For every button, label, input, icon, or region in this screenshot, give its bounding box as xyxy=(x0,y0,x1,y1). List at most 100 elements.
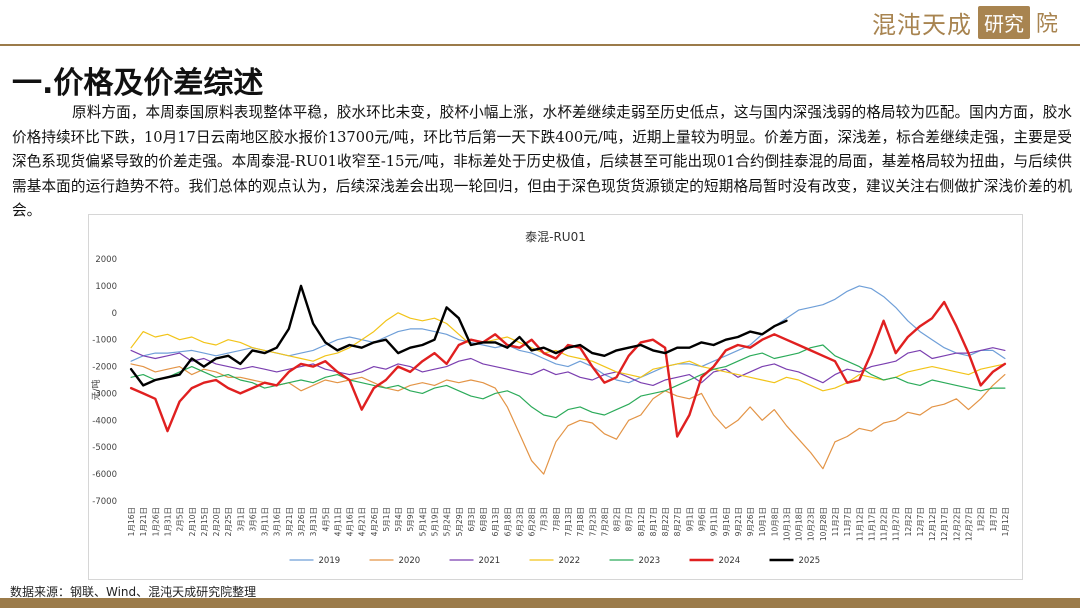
x-tick-label: 1月2日 xyxy=(977,507,986,532)
x-tick-label: 2月10日 xyxy=(188,507,197,536)
y-tick-label: -1000 xyxy=(92,336,117,346)
header-rule xyxy=(0,44,1080,46)
x-tick-label: 10月28日 xyxy=(819,507,828,541)
x-tick-label: 2月15日 xyxy=(200,507,209,536)
x-tick-label: 1月16日 xyxy=(127,507,136,536)
x-tick-label: 11月17日 xyxy=(867,507,876,541)
x-tick-label: 9月21日 xyxy=(734,507,743,536)
x-tick-label: 5月4日 xyxy=(394,507,403,532)
x-tick-label: 8月17日 xyxy=(649,507,658,536)
x-tick-label: 1月26日 xyxy=(151,507,160,536)
x-tick-label: 10月18日 xyxy=(795,507,804,541)
x-tick-label: 3月21日 xyxy=(285,507,294,536)
x-tick-label: 6月28日 xyxy=(528,507,537,536)
x-tick-label: 12月22日 xyxy=(952,507,961,541)
x-tick-label: 2月20日 xyxy=(212,507,221,536)
x-tick-label: 12月27日 xyxy=(965,507,974,541)
x-tick-label: 5月9日 xyxy=(406,507,415,532)
x-tick-label: 10月13日 xyxy=(782,507,791,541)
x-tick-label: 8月27日 xyxy=(673,507,682,536)
x-tick-label: 11月12日 xyxy=(855,507,864,541)
x-tick-label: 2月25日 xyxy=(224,507,233,536)
x-tick-label: 5月1日 xyxy=(382,507,391,532)
y-tick-label: -4000 xyxy=(92,416,117,426)
legend-label-2020: 2020 xyxy=(399,556,421,566)
x-tick-label: 1月31日 xyxy=(163,507,172,536)
x-tick-label: 6月3日 xyxy=(467,507,476,532)
x-tick-label: 3月31日 xyxy=(309,507,318,536)
y-tick-label: -5000 xyxy=(92,443,117,453)
legend-label-2019: 2019 xyxy=(319,556,341,566)
series-line-2024 xyxy=(129,300,1007,438)
legend-label-2024: 2024 xyxy=(719,556,741,566)
x-tick-label: 6月23日 xyxy=(515,507,524,536)
x-tick-label: 7月8日 xyxy=(552,507,561,532)
x-tick-label: 10月8日 xyxy=(770,507,779,536)
legend-label-2022: 2022 xyxy=(559,556,581,566)
x-tick-label: 5月29日 xyxy=(455,507,464,536)
x-tick-label: 12月12日 xyxy=(928,507,937,541)
x-tick-label: 6月13日 xyxy=(491,507,500,536)
line-chart: 泰混-RU01 元/吨 2000 1000 0 -1000 -2000 -3000 -4000 -… xyxy=(90,230,1010,566)
x-tick-label: 5月24日 xyxy=(443,507,452,536)
x-tick-label: 8月12日 xyxy=(637,507,646,536)
chart-title: 泰混-RU01 xyxy=(525,230,586,244)
x-tick-label: 7月3日 xyxy=(540,507,549,532)
section-title: 一.价格及价差综述 xyxy=(12,66,264,101)
legend-label-2023: 2023 xyxy=(639,556,661,566)
x-tick-label: 8月7日 xyxy=(625,507,634,532)
x-tick-label: 9月11日 xyxy=(710,507,719,536)
x-tick-label: 9月26日 xyxy=(746,507,755,536)
x-tick-label: 6月8日 xyxy=(479,507,488,532)
x-tick-label: 5月14日 xyxy=(418,507,427,536)
x-tick-label: 3月26日 xyxy=(297,507,306,536)
x-tick-label: 1月7日 xyxy=(989,507,998,532)
series-line-2022 xyxy=(130,312,1006,392)
x-tick-label: 4月16日 xyxy=(346,507,355,536)
x-tick-label: 8月2日 xyxy=(613,507,622,532)
summary-paragraph: 原料方面，本周泰国原料表现整体平稳，胶水环比未变，胶杯小幅上涨，水杯差继续走弱至… xyxy=(12,104,1072,219)
x-tick-label: 3月6日 xyxy=(248,507,257,532)
x-tick-label: 11月2日 xyxy=(831,507,840,536)
x-tick-label: 6月18日 xyxy=(503,507,512,536)
brand-logo: 混沌天成 研究 院 xyxy=(871,5,1058,39)
x-tick-label: 2月5日 xyxy=(176,507,185,532)
brand-box: 研究 xyxy=(977,5,1030,39)
y-tick-label: -2000 xyxy=(92,363,117,373)
y-tick-label: -7000 xyxy=(92,497,117,507)
legend-label-2025: 2025 xyxy=(799,556,821,566)
series-line-2021 xyxy=(130,347,1006,386)
footer-bar xyxy=(0,598,1080,608)
x-tick-label: 9月6日 xyxy=(698,507,707,532)
x-tick-label: 5月19日 xyxy=(430,507,439,536)
x-tick-label: 3月16日 xyxy=(273,507,282,536)
legend-label-2021: 2021 xyxy=(479,556,501,566)
x-tick-label: 7月13日 xyxy=(564,507,573,536)
x-tick-label: 11月7日 xyxy=(843,507,852,536)
x-tick-label: 4月5日 xyxy=(321,507,330,532)
x-tick-label: 10月23日 xyxy=(807,507,816,541)
x-tick-label: 9月1日 xyxy=(685,507,694,532)
x-tick-label: 7月23日 xyxy=(588,507,597,536)
series-line-2025 xyxy=(129,284,788,387)
y-tick-label: 0 xyxy=(112,309,117,319)
x-tick-label: 7月18日 xyxy=(576,507,585,536)
x-tick-label: 11月27日 xyxy=(892,507,901,541)
x-tick-label: 12月7日 xyxy=(916,507,925,536)
x-tick-label: 3月11日 xyxy=(261,507,270,536)
x-tick-label: 4月26日 xyxy=(370,507,379,536)
x-tick-label: 8月22日 xyxy=(661,507,670,536)
y-tick-label: -6000 xyxy=(92,470,117,480)
brand-name: 混沌天成 xyxy=(871,10,972,39)
x-tick-label: 10月1日 xyxy=(758,507,767,536)
x-tick-label: 3月1日 xyxy=(236,507,245,532)
y-tick-label: 2000 xyxy=(95,255,117,265)
x-tick-label: 12月2日 xyxy=(904,507,913,536)
x-tick-label: 4月11日 xyxy=(333,507,342,536)
x-tick-label: 4月21日 xyxy=(358,507,367,536)
data-source-note: 数据来源：钢联、Wind、混沌天成研究院整理 xyxy=(10,585,257,599)
y-tick-label: 1000 xyxy=(95,282,117,292)
x-tick-label: 1月21日 xyxy=(139,507,148,536)
series-line-2020 xyxy=(130,363,1006,475)
y-axis-label: 元/吨 xyxy=(90,379,102,400)
